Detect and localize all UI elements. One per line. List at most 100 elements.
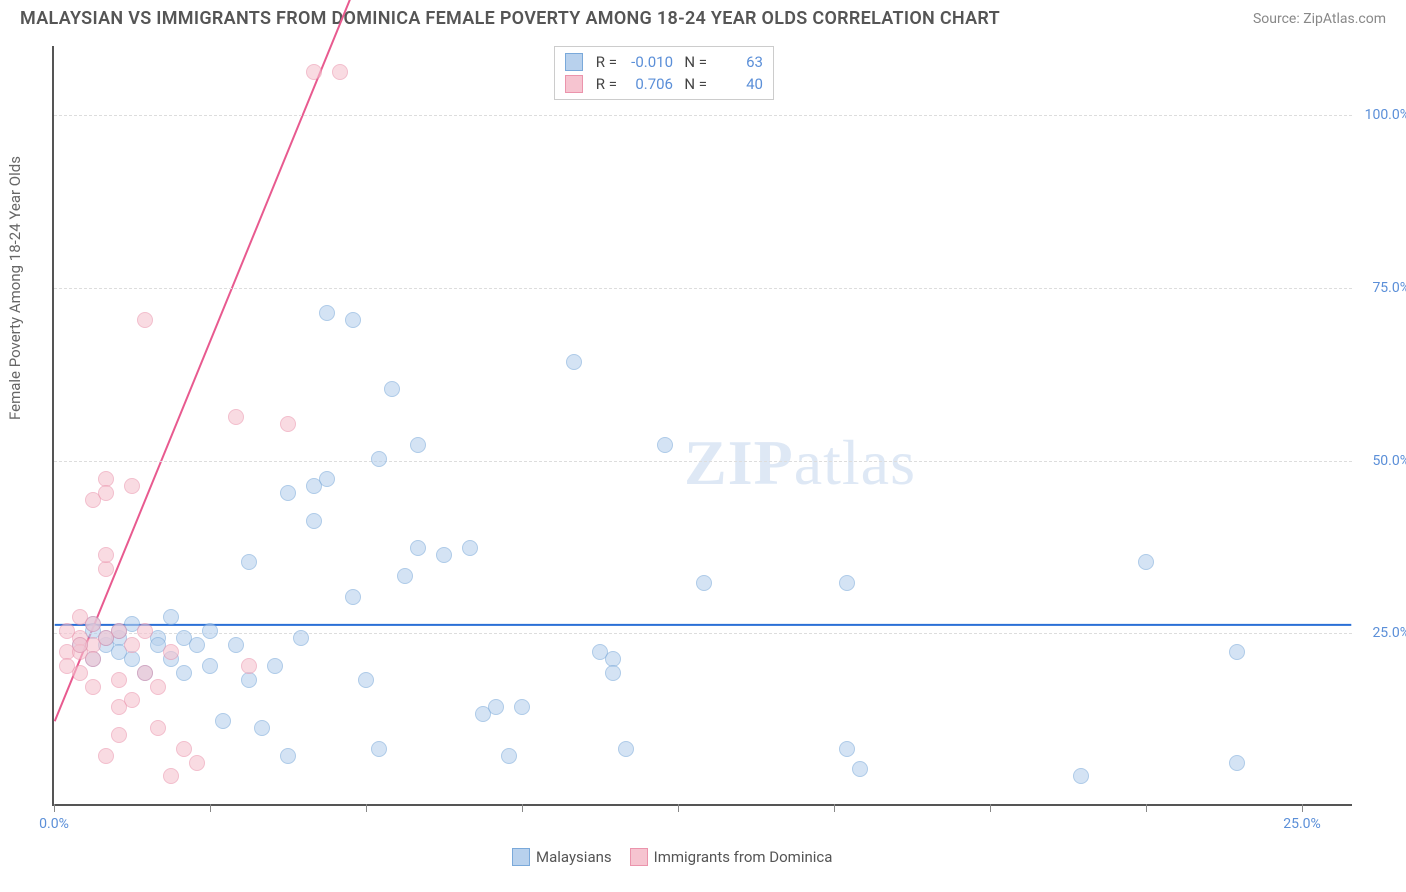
legend-swatch [512,848,530,866]
scatter-point [98,547,114,563]
legend-series-name: Malaysians [536,848,612,866]
scatter-point [410,540,426,556]
legend-swatch [630,848,648,866]
scatter-point [124,637,140,653]
scatter-point [241,672,257,688]
scatter-point [267,658,283,674]
chart-title: MALAYSIAN VS IMMIGRANTS FROM DOMINICA FE… [20,8,1000,29]
legend-series-item: Malaysians [512,848,612,866]
scatter-point [462,540,478,556]
y-tick-label: 100.0% [1365,107,1406,123]
scatter-point [397,568,413,584]
watermark-atlas: atlas [794,427,916,498]
scatter-point [293,630,309,646]
legend-swatch [565,75,583,93]
scatter-point [189,637,205,653]
scatter-point [488,699,504,715]
scatter-point [85,651,101,667]
x-tick [990,804,991,812]
scatter-point [85,616,101,632]
watermark-zip: ZIP [684,427,794,498]
scatter-point [72,665,88,681]
scatter-point [319,471,335,487]
scatter-point [163,644,179,660]
x-tick [1146,804,1147,812]
scatter-point [163,768,179,784]
scatter-point [1229,644,1245,660]
legend-series: Malaysians Immigrants from Dominica [512,848,832,866]
scatter-point [605,665,621,681]
scatter-point [98,485,114,501]
legend-n-label: N = [679,75,707,93]
x-tick-label: 0.0% [39,816,69,832]
scatter-point [566,354,582,370]
legend-series-item: Immigrants from Dominica [630,848,833,866]
scatter-point [280,748,296,764]
legend-r-value: 0.706 [623,75,673,93]
legend-r-label: R = [589,75,617,93]
x-tick [834,804,835,812]
trend-lines [54,46,1352,804]
scatter-point [514,699,530,715]
scatter-point [332,64,348,80]
scatter-point [501,748,517,764]
scatter-point [124,651,140,667]
legend-n-label: N = [679,53,707,71]
y-tick-label: 25.0% [1372,625,1406,641]
chart-container: MALAYSIAN VS IMMIGRANTS FROM DOMINICA FE… [0,0,1406,892]
x-tick [366,804,367,812]
x-tick [678,804,679,812]
scatter-point [98,561,114,577]
y-axis-label: Female Poverty Among 18-24 Year Olds [6,156,24,420]
scatter-point [852,761,868,777]
scatter-point [306,513,322,529]
scatter-point [176,741,192,757]
scatter-point [163,609,179,625]
scatter-point [228,637,244,653]
scatter-point [280,485,296,501]
scatter-point [189,755,205,771]
scatter-point [371,451,387,467]
scatter-point [839,741,855,757]
scatter-point [657,437,673,453]
scatter-point [319,305,335,321]
scatter-point [384,381,400,397]
legend-r-value: -0.010 [623,53,673,71]
scatter-point [436,547,452,563]
x-tick [1302,804,1303,812]
scatter-point [98,630,114,646]
scatter-point [345,312,361,328]
scatter-point [202,658,218,674]
scatter-point [241,554,257,570]
scatter-point [72,637,88,653]
gridline [54,115,1352,116]
scatter-point [254,720,270,736]
scatter-point [618,741,634,757]
y-tick-label: 50.0% [1372,453,1406,469]
watermark: ZIPatlas [684,426,916,500]
scatter-point [1229,755,1245,771]
scatter-point [176,665,192,681]
scatter-point [371,741,387,757]
scatter-point [228,409,244,425]
scatter-point [137,665,153,681]
scatter-point [111,672,127,688]
scatter-point [111,727,127,743]
x-tick [522,804,523,812]
scatter-point [306,64,322,80]
scatter-point [1073,768,1089,784]
gridline [54,633,1352,634]
gridline [54,461,1352,462]
y-tick-label: 75.0% [1372,280,1406,296]
scatter-point [1138,554,1154,570]
x-tick-label: 25.0% [1283,816,1321,832]
scatter-point [202,623,218,639]
plot-area: ZIPatlas R =-0.010N =63R =0.706N =40 25.… [52,46,1352,806]
x-tick [54,804,55,812]
legend-stats: R =-0.010N =63R =0.706N =40 [554,46,774,100]
legend-stat-row: R =-0.010N =63 [565,51,763,73]
scatter-point [345,589,361,605]
scatter-point [124,692,140,708]
scatter-point [150,679,166,695]
source-label: Source: ZipAtlas.com [1253,11,1386,27]
